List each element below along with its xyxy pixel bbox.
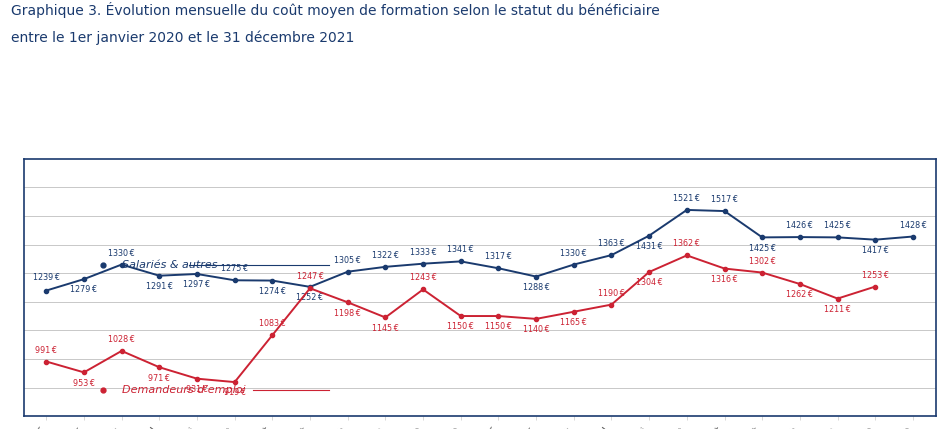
Text: 919 €: 919 € (224, 388, 245, 397)
Text: 1239 €: 1239 € (33, 273, 59, 282)
Text: 1165 €: 1165 € (560, 318, 586, 327)
Text: 1417 €: 1417 € (861, 246, 887, 255)
Text: 1211 €: 1211 € (823, 305, 851, 314)
Text: 1426 €: 1426 € (785, 221, 813, 230)
Text: 1341 €: 1341 € (447, 245, 474, 254)
Text: 1362 €: 1362 € (673, 239, 700, 248)
Text: 1262 €: 1262 € (785, 290, 813, 299)
Text: 1279 €: 1279 € (70, 285, 97, 294)
Text: 1291 €: 1291 € (145, 282, 173, 291)
Text: 1322 €: 1322 € (372, 251, 398, 260)
Text: 1428 €: 1428 € (899, 221, 925, 230)
Text: 1317 €: 1317 € (484, 252, 512, 261)
Text: 1517 €: 1517 € (710, 195, 737, 204)
Text: Graphique 3. Évolution mensuelle du coût moyen de formation selon le statut du b: Graphique 3. Évolution mensuelle du coût… (11, 2, 660, 18)
Text: 1425 €: 1425 € (748, 244, 775, 253)
Text: entre le 1er janvier 2020 et le 31 décembre 2021: entre le 1er janvier 2020 et le 31 décem… (11, 30, 354, 45)
Text: Salariés & autres: Salariés & autres (122, 260, 217, 269)
Text: 1521 €: 1521 € (673, 194, 700, 203)
Text: 931 €: 931 € (186, 385, 208, 394)
Text: 1333 €: 1333 € (410, 248, 436, 257)
Text: 1363 €: 1363 € (598, 239, 624, 248)
Text: 1190 €: 1190 € (598, 289, 624, 298)
Text: 953 €: 953 € (73, 379, 94, 388)
Text: 1028 €: 1028 € (108, 335, 135, 344)
Text: 1316 €: 1316 € (711, 275, 737, 284)
Text: 1330 €: 1330 € (109, 249, 135, 257)
Text: 1150 €: 1150 € (484, 322, 512, 331)
Text: 1425 €: 1425 € (823, 221, 851, 230)
Text: 1302 €: 1302 € (748, 257, 775, 266)
Text: 1288 €: 1288 € (522, 283, 549, 292)
Text: 1304 €: 1304 € (635, 278, 662, 287)
Text: 1083 €: 1083 € (259, 319, 285, 328)
Text: 1253 €: 1253 € (861, 271, 887, 280)
Text: 1243 €: 1243 € (409, 274, 436, 282)
Text: 1330 €: 1330 € (560, 249, 586, 257)
Text: 1275 €: 1275 € (221, 264, 248, 273)
Text: 1297 €: 1297 € (183, 280, 211, 289)
Text: 1274 €: 1274 € (259, 287, 285, 296)
Text: 971 €: 971 € (148, 374, 170, 383)
Text: 1247 €: 1247 € (296, 272, 323, 281)
Text: 1198 €: 1198 € (334, 308, 361, 317)
Text: Demandeurs d’emploi: Demandeurs d’emploi (122, 384, 244, 395)
Text: 1431 €: 1431 € (635, 242, 662, 251)
Text: 991 €: 991 € (35, 346, 58, 354)
Text: 1145 €: 1145 € (372, 324, 398, 333)
Text: 1150 €: 1150 € (447, 322, 474, 331)
Text: 1140 €: 1140 € (522, 325, 548, 334)
Text: 1252 €: 1252 € (296, 293, 323, 302)
Text: 1305 €: 1305 € (334, 256, 361, 265)
